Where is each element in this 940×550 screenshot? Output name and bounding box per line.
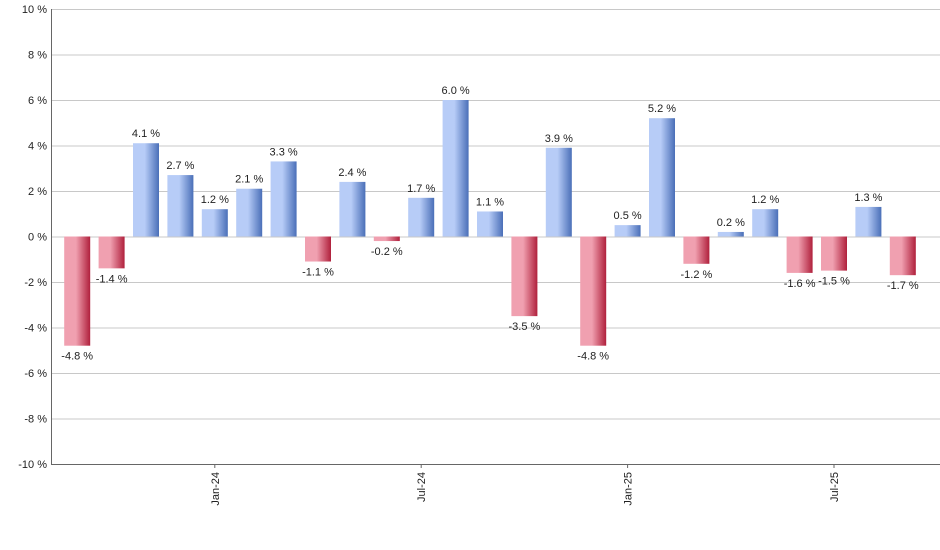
- y-tick-label: 0 %: [28, 232, 47, 244]
- x-tick-label: Jan-24: [210, 472, 222, 506]
- bar: [408, 197, 435, 237]
- data-label: 3.9 %: [545, 133, 573, 145]
- bar: [855, 206, 882, 237]
- x-tick-label: Jan-25: [623, 472, 635, 506]
- y-tick-label: -8 %: [24, 414, 47, 426]
- bar: [580, 236, 607, 346]
- bars: [64, 100, 916, 346]
- bar: [339, 181, 366, 237]
- data-label: 0.5 %: [614, 210, 642, 222]
- y-tick-label: -10 %: [18, 459, 47, 471]
- x-tick-label: Jul-25: [829, 472, 841, 502]
- data-label: -1.1 %: [302, 267, 334, 279]
- bar: [133, 143, 159, 237]
- bar: [305, 236, 331, 262]
- bar: [752, 209, 779, 237]
- data-label: 1.7 %: [407, 183, 435, 195]
- x-tick-label: Jul-24: [416, 472, 428, 502]
- data-label: -1.2 %: [681, 269, 713, 281]
- bar: [98, 236, 125, 269]
- data-label: 3.3 %: [270, 146, 298, 158]
- bar: [270, 161, 297, 237]
- y-tick-label: 2 %: [28, 186, 47, 198]
- y-tick-label: 4 %: [28, 141, 47, 153]
- bar: [614, 225, 641, 237]
- bar: [545, 147, 572, 237]
- bar: [649, 118, 675, 237]
- y-tick-label: 6 %: [28, 95, 47, 107]
- data-label: 4.1 %: [132, 128, 160, 140]
- data-label: 1.2 %: [201, 194, 229, 206]
- bar: [167, 175, 194, 237]
- y-tick-label: -4 %: [24, 323, 47, 335]
- bar: [442, 100, 469, 237]
- bar: [201, 209, 228, 237]
- data-label: -1.5 %: [818, 276, 850, 288]
- bar: [477, 211, 503, 237]
- y-tick-label: 10 %: [22, 4, 47, 16]
- bar: [236, 188, 263, 237]
- y-tick-label: -2 %: [24, 277, 47, 289]
- data-label: -0.2 %: [371, 246, 403, 258]
- y-axis-ticks: 10 % 8 % 6 % 4 % 2 % 0 % -2 % -4 % -6 % -8 % -10 %: [18, 4, 47, 471]
- data-label: 1.2 %: [751, 194, 779, 206]
- bar: [373, 236, 400, 242]
- data-label: -1.4 %: [96, 273, 128, 285]
- data-label: 6.0 %: [442, 85, 470, 97]
- data-label: 1.1 %: [476, 196, 504, 208]
- data-label: -4.8 %: [61, 351, 93, 363]
- data-label: 2.4 %: [338, 167, 366, 179]
- bar: [889, 236, 916, 276]
- data-label: -3.5 %: [509, 321, 541, 333]
- data-label: -1.7 %: [887, 280, 919, 292]
- bar: [511, 236, 538, 317]
- bar: [64, 236, 91, 346]
- data-label: 5.2 %: [648, 103, 676, 115]
- bar: [821, 236, 847, 271]
- data-label: 1.3 %: [854, 192, 882, 204]
- axes: [51, 9, 940, 465]
- y-tick-label: -6 %: [24, 368, 47, 380]
- data-labels: -4.8 % -1.4 % 4.1 % 2.7 % 1.2 % 2.1 % 3.3 % -1.…: [61, 85, 919, 363]
- x-axis-ticks: Jan-24 Jul-24 Jan-25 Jul-25: [210, 464, 841, 506]
- bar: [717, 231, 744, 237]
- data-label: 2.1 %: [235, 174, 263, 186]
- data-label: -1.6 %: [784, 278, 816, 290]
- data-label: 2.7 %: [166, 160, 194, 172]
- data-label: 0.2 %: [717, 217, 745, 229]
- y-tick-label: 8 %: [28, 50, 47, 62]
- data-label: -4.8 %: [577, 351, 609, 363]
- bar: [786, 236, 813, 273]
- bar: [683, 236, 710, 264]
